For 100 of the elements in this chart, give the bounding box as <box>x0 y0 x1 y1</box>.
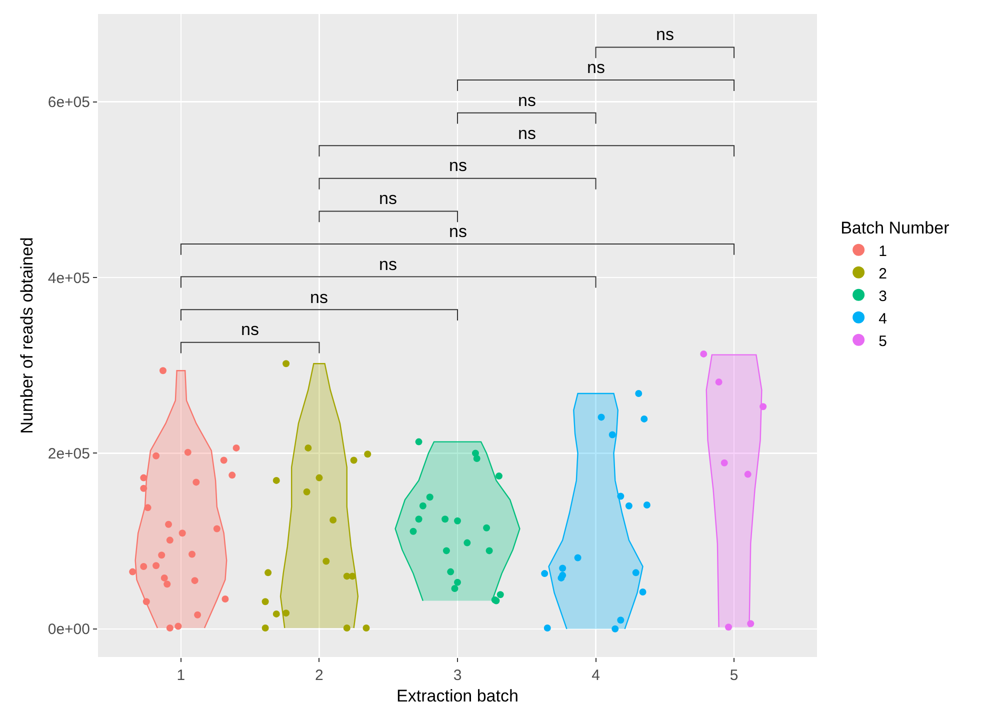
point <box>222 596 229 603</box>
x-tick-label: 1 <box>176 667 186 684</box>
point <box>541 570 548 578</box>
x-tick-label: 5 <box>730 667 738 684</box>
legend-label: 4 <box>878 310 887 328</box>
point <box>158 552 166 559</box>
point <box>152 562 160 570</box>
point <box>625 502 632 510</box>
point <box>144 504 152 512</box>
point <box>262 624 269 632</box>
point <box>612 625 619 632</box>
point <box>264 569 272 576</box>
point <box>574 554 582 562</box>
point <box>166 624 174 632</box>
point <box>451 584 458 592</box>
point <box>348 572 356 580</box>
point <box>191 577 198 584</box>
point <box>272 476 280 484</box>
point <box>188 550 196 558</box>
point <box>496 591 504 598</box>
point <box>442 516 449 523</box>
point <box>316 474 323 482</box>
annotation: ns <box>241 320 259 339</box>
legend-label: 2 <box>878 265 887 282</box>
point <box>558 574 565 582</box>
point <box>272 610 280 618</box>
point <box>608 431 616 438</box>
point <box>415 438 422 446</box>
point <box>700 350 708 358</box>
point <box>152 452 160 460</box>
point <box>282 610 290 617</box>
point <box>142 598 150 606</box>
annotation: ns <box>449 156 467 175</box>
point <box>747 620 754 628</box>
point <box>419 502 426 510</box>
point <box>639 588 646 596</box>
point <box>559 564 566 572</box>
annotation: ns <box>518 91 536 110</box>
point <box>715 378 722 386</box>
point <box>194 611 202 618</box>
point <box>464 539 471 546</box>
point <box>483 524 490 532</box>
point <box>129 568 136 576</box>
x-axis-title: Extraction batch <box>396 686 518 706</box>
point <box>303 488 310 496</box>
point <box>330 516 337 524</box>
point <box>178 530 186 537</box>
point <box>164 580 171 588</box>
y-tick-label: 6e+05 <box>48 94 90 112</box>
y-tick-label: 2e+05 <box>48 445 90 462</box>
point <box>410 528 417 535</box>
point <box>166 536 174 544</box>
legend-label: 1 <box>878 242 887 260</box>
point <box>364 450 372 458</box>
point <box>725 624 732 631</box>
point <box>213 525 220 532</box>
x-tick-label: 2 <box>315 667 324 684</box>
point <box>760 403 767 410</box>
annotation: ns <box>587 58 605 77</box>
point <box>415 516 422 523</box>
point <box>720 459 728 466</box>
point <box>643 502 650 509</box>
point <box>447 568 454 576</box>
point <box>192 478 200 486</box>
y-tick-label: 4e+05 <box>48 270 90 287</box>
legend-title: Batch Number <box>840 218 950 238</box>
point <box>486 547 493 554</box>
point <box>744 470 752 478</box>
point <box>232 444 240 452</box>
point <box>322 558 330 565</box>
point <box>426 494 434 501</box>
y-axis-title: Number of reads obtained <box>17 237 36 434</box>
legend-label: 5 <box>878 332 887 350</box>
point <box>282 360 290 368</box>
annotation: ns <box>379 189 397 208</box>
point <box>262 598 269 606</box>
point <box>184 448 192 456</box>
point <box>544 624 551 632</box>
point <box>617 492 624 500</box>
point <box>495 472 502 480</box>
point <box>640 415 648 422</box>
point <box>140 474 148 482</box>
point <box>350 456 358 464</box>
point <box>159 367 166 374</box>
x-tick-label: 3 <box>453 667 462 684</box>
point <box>343 624 350 632</box>
point <box>228 472 236 479</box>
point <box>442 547 450 554</box>
point <box>304 444 312 452</box>
point <box>454 517 461 524</box>
point <box>617 616 624 624</box>
legend-label: 3 <box>878 288 887 305</box>
point <box>140 484 148 492</box>
point <box>632 569 640 576</box>
annotation: ns <box>449 222 467 241</box>
point <box>362 624 370 632</box>
point <box>635 390 642 397</box>
x-tick-label: 4 <box>592 667 600 684</box>
annotation: ns <box>310 288 328 307</box>
point <box>220 456 228 464</box>
